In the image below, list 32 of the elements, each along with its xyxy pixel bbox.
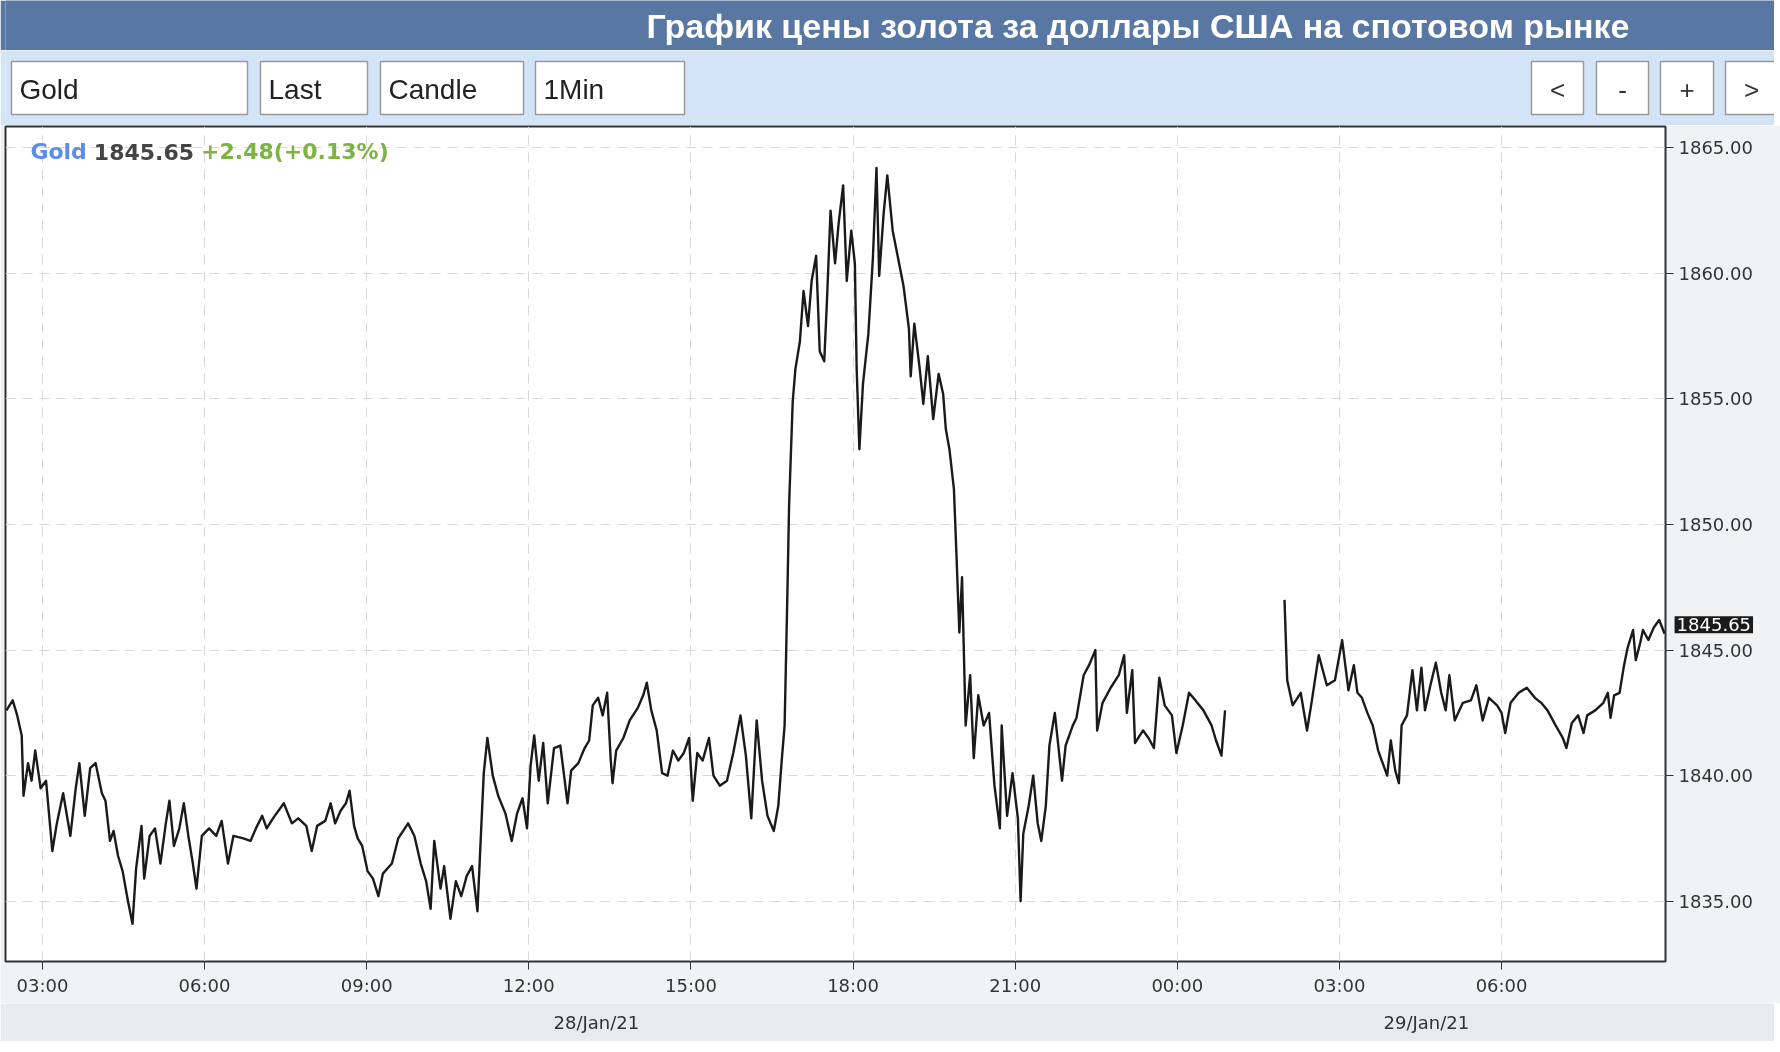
y-tick-label: 1860.00 [1678,262,1753,284]
text: + [1679,74,1695,105]
annotation: 1845.65 [93,139,195,165]
x-tick-label: 03:00 [1313,974,1366,996]
y-tick-label: 1835.00 [1678,890,1753,912]
x-tick-label: 06:00 [178,974,231,996]
text: - [1618,74,1627,105]
text: Last [268,74,322,105]
text: 1Min [543,74,605,105]
x-tick-label: 21:00 [989,974,1042,996]
text: > [1743,74,1760,105]
annotation: +2.48(+0.13%) [201,139,389,165]
text: Gold [19,74,79,105]
annotation: 1845.65 [1676,614,1752,636]
text: Candle [388,74,478,105]
y-tick-label: 1855.00 [1678,388,1753,410]
chart-title: График цены золота за доллары США на спотовом рынке [646,6,1630,45]
x-tick-label: 12:00 [502,974,555,996]
y-tick-label: 1845.00 [1678,639,1753,661]
y-tick-label: 1840.00 [1678,765,1753,787]
x-tick-label: 00:00 [1151,974,1204,996]
x-tick-label: 18:00 [827,974,879,996]
x-tick-label: 15:00 [665,974,717,996]
text: 28/Jan/21 [553,1012,640,1033]
text: < [1549,74,1566,105]
y-tick-label: 1850.00 [1678,514,1753,536]
text: 29/Jan/21 [1383,1012,1470,1033]
x-tick-label: 09:00 [340,974,393,996]
annotation: Gold [30,139,87,165]
y-tick-label: 1865.00 [1678,137,1753,159]
x-tick-label: 03:00 [16,974,69,996]
x-tick-label: 06:00 [1475,974,1528,996]
